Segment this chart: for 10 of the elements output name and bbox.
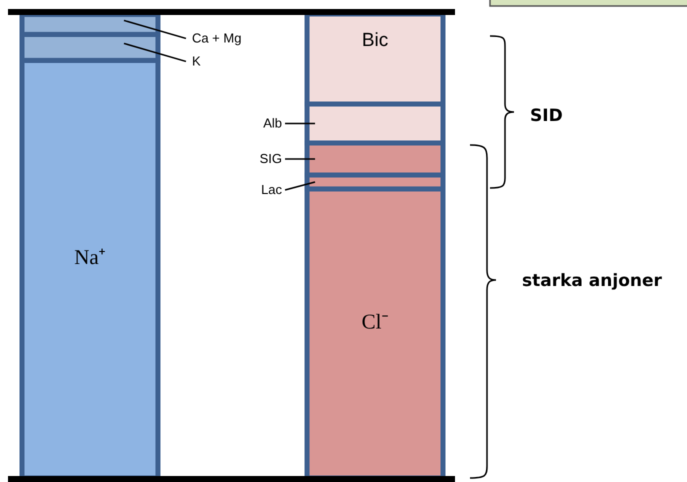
series-label: Lac xyxy=(261,182,283,197)
series-label: Bic xyxy=(362,30,388,51)
text: K xyxy=(192,53,201,68)
text: starka anjoner xyxy=(522,271,663,291)
series-label: Cl⁻ xyxy=(362,309,388,334)
series-label: Alb xyxy=(263,116,282,131)
text: SID xyxy=(530,106,563,126)
series-label: SIG xyxy=(260,151,282,166)
text: Ca + Mg xyxy=(192,30,242,46)
series-label: Na⁺ xyxy=(74,245,106,270)
